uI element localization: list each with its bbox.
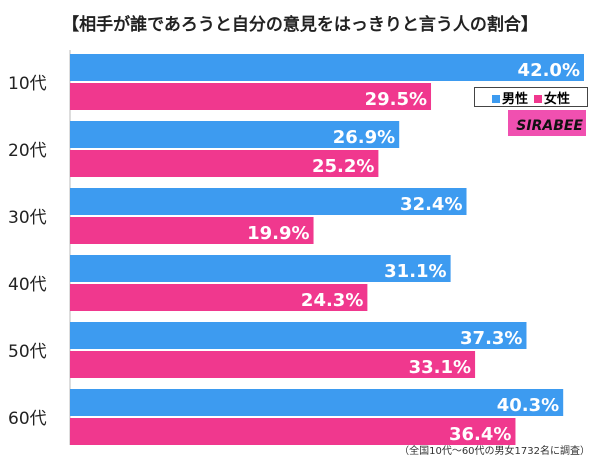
data-label: 32.4% — [400, 194, 462, 215]
data-label: 42.0% — [518, 60, 580, 81]
legend-swatch-male — [491, 94, 500, 103]
data-label: 24.3% — [301, 290, 363, 311]
sirabee-logo: SIRABEE — [508, 110, 586, 136]
category-label: 50代 — [8, 342, 47, 362]
data-label: 29.5% — [365, 89, 427, 110]
bar-male — [70, 121, 400, 148]
bar-male — [70, 255, 451, 282]
bar-female — [70, 418, 516, 445]
data-label: 31.1% — [384, 261, 446, 282]
legend-swatch-female — [534, 94, 542, 103]
bar-male — [70, 389, 564, 416]
bar-female — [70, 83, 432, 110]
legend-item-female: 女性 — [534, 88, 570, 107]
legend-label-female: 女性 — [544, 91, 571, 107]
category-label: 20代 — [8, 141, 47, 161]
bar-female — [70, 150, 379, 177]
legend-label-male: 男性 — [501, 91, 528, 107]
data-label: 33.1% — [409, 357, 471, 378]
bar-male — [70, 188, 467, 215]
bar-female — [70, 284, 368, 311]
legend-item-male: 男性 — [491, 88, 528, 107]
category-label: 10代 — [8, 74, 47, 94]
data-label: 40.3% — [497, 395, 559, 416]
data-label: 26.9% — [333, 127, 395, 148]
survey-note: （全国10代～60代の男女1732名に調査） — [399, 446, 590, 457]
data-label: 25.2% — [312, 156, 374, 177]
category-label: 30代 — [8, 208, 47, 228]
bar-female — [70, 351, 476, 378]
bar-female — [70, 217, 314, 244]
data-label: 37.3% — [460, 328, 522, 349]
chart-title: 【相手が誰であろうと自分の意見をはっきりと言う人の割合】 — [62, 15, 538, 35]
legend: 男性 女性 — [474, 87, 588, 107]
bar-male — [70, 322, 527, 349]
data-label: 36.4% — [449, 424, 511, 445]
bar-male — [70, 54, 584, 81]
category-label: 60代 — [8, 409, 47, 429]
category-label: 40代 — [8, 275, 47, 295]
data-label: 19.9% — [247, 223, 309, 244]
